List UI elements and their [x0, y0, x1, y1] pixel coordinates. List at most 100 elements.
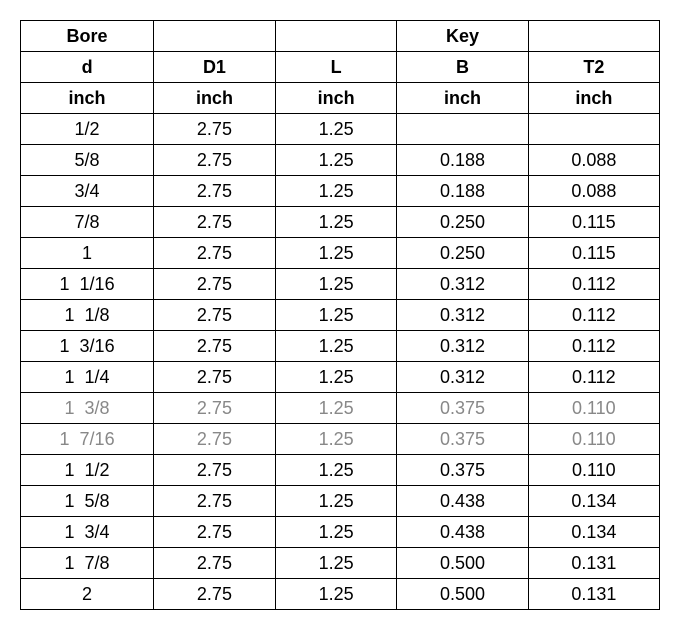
table-row: 1/22.751.25 — [21, 114, 660, 145]
table-row: 1 1/42.751.250.3120.112 — [21, 362, 660, 393]
cell-l: 1.25 — [275, 114, 397, 145]
cell-l: 1.25 — [275, 207, 397, 238]
cell-b: 0.312 — [397, 362, 528, 393]
col-header-t2: T2 — [528, 52, 659, 83]
cell-b: 0.375 — [397, 393, 528, 424]
cell-d1: 2.75 — [154, 517, 276, 548]
cell-b: 0.312 — [397, 269, 528, 300]
cell-t2: 0.115 — [528, 207, 659, 238]
cell-d1: 2.75 — [154, 207, 276, 238]
cell-d: 1 1/8 — [21, 300, 154, 331]
header-group-row: Bore Key — [21, 21, 660, 52]
cell-b: 0.312 — [397, 331, 528, 362]
cell-b: 0.250 — [397, 238, 528, 269]
cell-t2: 0.112 — [528, 269, 659, 300]
cell-d1: 2.75 — [154, 424, 276, 455]
cell-d: 1 1/4 — [21, 362, 154, 393]
col-header-d: d — [21, 52, 154, 83]
table-row: 1 3/162.751.250.3120.112 — [21, 331, 660, 362]
cell-d1: 2.75 — [154, 486, 276, 517]
table-row: 1 1/82.751.250.3120.112 — [21, 300, 660, 331]
dimensions-table: Bore Key d D1 L B T2 inch inch inch inch… — [20, 20, 660, 610]
cell-d: 1 7/16 — [21, 424, 154, 455]
cell-d: 1 3/16 — [21, 331, 154, 362]
header-group-empty-d1 — [154, 21, 276, 52]
cell-l: 1.25 — [275, 145, 397, 176]
cell-t2: 0.131 — [528, 579, 659, 610]
cell-d: 1 5/8 — [21, 486, 154, 517]
header-group-bore: Bore — [21, 21, 154, 52]
cell-d1: 2.75 — [154, 393, 276, 424]
cell-b: 0.375 — [397, 424, 528, 455]
header-units-row: inch inch inch inch inch — [21, 83, 660, 114]
table-row: 7/82.751.250.2500.115 — [21, 207, 660, 238]
cell-t2 — [528, 114, 659, 145]
table-row: 5/82.751.250.1880.088 — [21, 145, 660, 176]
cell-l: 1.25 — [275, 331, 397, 362]
cell-b: 0.250 — [397, 207, 528, 238]
table-row: 22.751.250.5000.131 — [21, 579, 660, 610]
cell-d: 1 1/2 — [21, 455, 154, 486]
cell-l: 1.25 — [275, 269, 397, 300]
cell-t2: 0.088 — [528, 176, 659, 207]
table-row: 1 7/162.751.250.3750.110 — [21, 424, 660, 455]
cell-l: 1.25 — [275, 517, 397, 548]
unit-l: inch — [275, 83, 397, 114]
cell-d: 1 3/4 — [21, 517, 154, 548]
cell-d1: 2.75 — [154, 362, 276, 393]
cell-d: 1 — [21, 238, 154, 269]
table-row: 1 1/22.751.250.3750.110 — [21, 455, 660, 486]
cell-t2: 0.112 — [528, 331, 659, 362]
cell-d1: 2.75 — [154, 269, 276, 300]
cell-b: 0.500 — [397, 548, 528, 579]
table-body: 1/22.751.255/82.751.250.1880.0883/42.751… — [21, 114, 660, 610]
cell-d1: 2.75 — [154, 238, 276, 269]
cell-l: 1.25 — [275, 486, 397, 517]
cell-t2: 0.131 — [528, 548, 659, 579]
cell-d1: 2.75 — [154, 300, 276, 331]
cell-d: 3/4 — [21, 176, 154, 207]
table-row: 3/42.751.250.1880.088 — [21, 176, 660, 207]
cell-d1: 2.75 — [154, 579, 276, 610]
cell-d1: 2.75 — [154, 455, 276, 486]
unit-b: inch — [397, 83, 528, 114]
cell-d: 1/2 — [21, 114, 154, 145]
cell-l: 1.25 — [275, 176, 397, 207]
cell-l: 1.25 — [275, 455, 397, 486]
cell-l: 1.25 — [275, 238, 397, 269]
header-group-empty-l — [275, 21, 397, 52]
cell-d: 1 7/8 — [21, 548, 154, 579]
cell-l: 1.25 — [275, 300, 397, 331]
cell-b: 0.438 — [397, 517, 528, 548]
cell-t2: 0.134 — [528, 517, 659, 548]
header-columns-row: d D1 L B T2 — [21, 52, 660, 83]
cell-b: 0.438 — [397, 486, 528, 517]
cell-d: 2 — [21, 579, 154, 610]
cell-b: 0.312 — [397, 300, 528, 331]
cell-t2: 0.088 — [528, 145, 659, 176]
cell-b: 0.500 — [397, 579, 528, 610]
cell-b: 0.188 — [397, 176, 528, 207]
cell-t2: 0.110 — [528, 424, 659, 455]
col-header-d1: D1 — [154, 52, 276, 83]
table-row: 1 3/42.751.250.4380.134 — [21, 517, 660, 548]
unit-d: inch — [21, 83, 154, 114]
cell-b: 0.375 — [397, 455, 528, 486]
cell-t2: 0.134 — [528, 486, 659, 517]
table-row: 1 7/82.751.250.5000.131 — [21, 548, 660, 579]
cell-l: 1.25 — [275, 393, 397, 424]
cell-d: 1 1/16 — [21, 269, 154, 300]
cell-t2: 0.112 — [528, 300, 659, 331]
cell-d1: 2.75 — [154, 114, 276, 145]
cell-d1: 2.75 — [154, 176, 276, 207]
table-row: 1 3/82.751.250.3750.110 — [21, 393, 660, 424]
table-row: 12.751.250.2500.115 — [21, 238, 660, 269]
cell-t2: 0.115 — [528, 238, 659, 269]
header-group-empty-t2 — [528, 21, 659, 52]
table-row: 1 5/82.751.250.4380.134 — [21, 486, 660, 517]
cell-l: 1.25 — [275, 579, 397, 610]
header-group-key: Key — [397, 21, 528, 52]
cell-b — [397, 114, 528, 145]
cell-l: 1.25 — [275, 424, 397, 455]
cell-d: 5/8 — [21, 145, 154, 176]
